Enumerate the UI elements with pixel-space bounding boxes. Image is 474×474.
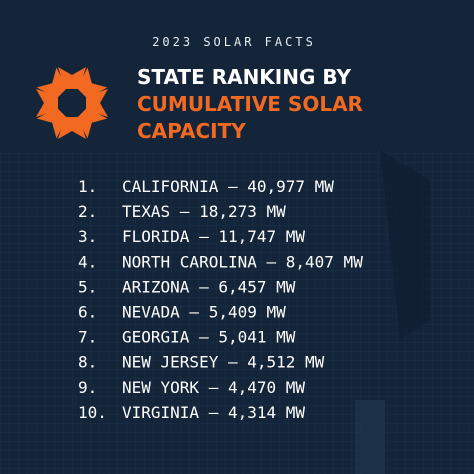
rank: 2. <box>78 202 97 221</box>
background-shape <box>355 400 385 474</box>
rank: 6. <box>78 303 97 322</box>
list-item: GEORGIA – 5,041 MW <box>122 328 296 347</box>
logo-blade <box>76 67 108 99</box>
ranking-list: 1. CALIFORNIA – 40,977 MW 2. TEXAS – 18,273… <box>78 177 363 422</box>
list-item: ARIZONA – 6,457 MW <box>122 277 296 296</box>
title-line: CUMULATIVE SOLAR <box>137 92 363 116</box>
logo-blade <box>86 89 108 117</box>
logo-blade <box>76 107 108 139</box>
rank: 4. <box>78 252 97 271</box>
rank: 7. <box>78 328 97 347</box>
list-item: NORTH CAROLINA – 8,407 MW <box>122 252 363 271</box>
title-line: CAPACITY <box>137 119 246 143</box>
title-line: STATE RANKING BY <box>137 65 352 89</box>
rank: 5. <box>78 277 97 296</box>
logo <box>36 67 108 139</box>
rank: 3. <box>78 227 97 246</box>
list-item: NEW YORK – 4,470 MW <box>122 378 305 397</box>
list-item: TEXAS – 18,273 MW <box>122 202 286 221</box>
list-item: CALIFORNIA – 40,977 MW <box>122 177 334 196</box>
logo-blade <box>36 89 58 117</box>
background-shape <box>380 150 430 340</box>
rank: 1. <box>78 177 97 196</box>
logo-blade <box>58 67 86 89</box>
list-item: NEW JERSEY – 4,512 MW <box>122 353 325 372</box>
rank: 10. <box>78 403 107 422</box>
list-item: FLORIDA – 11,747 MW <box>122 227 305 246</box>
rank: 9. <box>78 378 97 397</box>
logo-blade <box>36 67 68 99</box>
rank: 8. <box>78 353 97 372</box>
logo-blade <box>58 117 86 139</box>
list-item: NEVADA – 5,409 MW <box>122 303 286 322</box>
list-item: VIRGINIA – 4,314 MW <box>122 403 305 422</box>
kicker: 2023 SOLAR FACTS <box>152 35 316 49</box>
logo-blade <box>36 107 68 139</box>
